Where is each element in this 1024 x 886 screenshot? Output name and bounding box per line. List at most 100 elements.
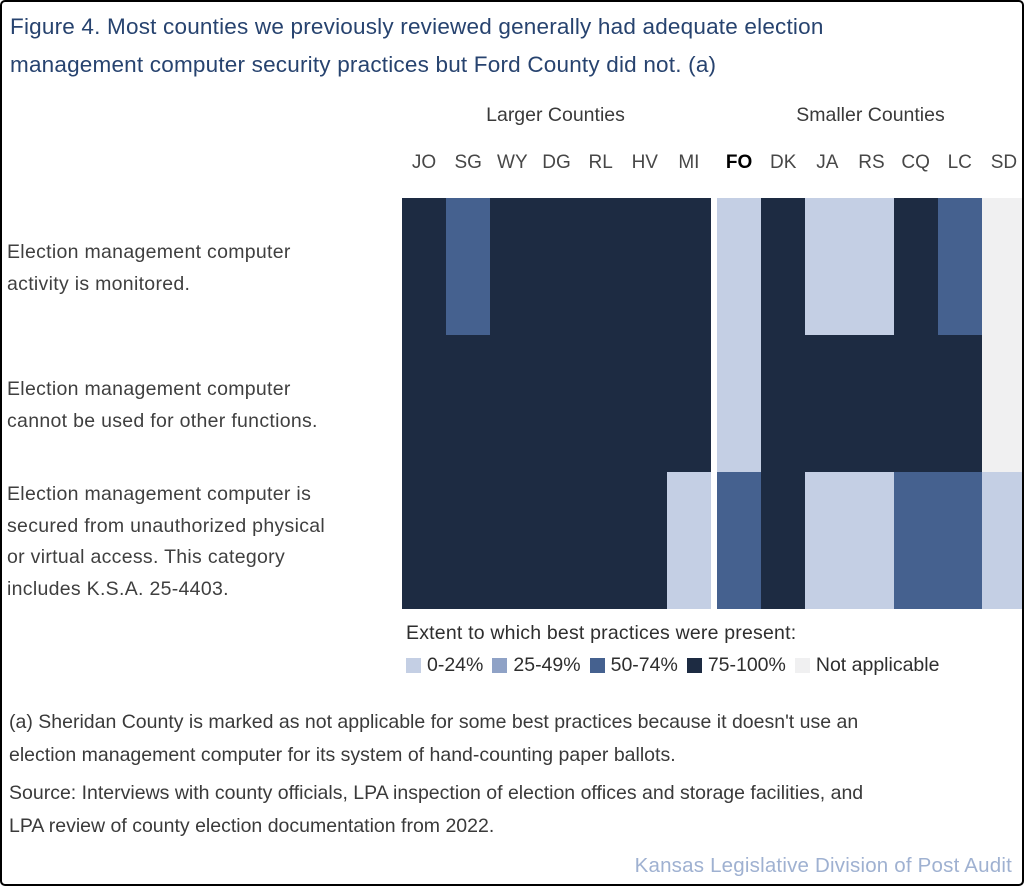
legend-item-75-100-: 75-100% — [686, 654, 786, 677]
heatmap-cell-dg-row3 — [534, 472, 579, 609]
heatmap-row-2 — [402, 335, 1022, 472]
group-gap — [710, 335, 717, 472]
heatmap-cell-rl-row3 — [578, 472, 623, 609]
column-letter-hv: HV — [631, 152, 658, 173]
row-label-line: Election management computer — [7, 378, 291, 400]
column-letter-rl: RL — [588, 152, 613, 173]
heatmap-cell-cq-row3 — [893, 472, 938, 609]
column-letter-sg: SG — [454, 152, 482, 173]
column-letters: JO SG WY DG RL HV MI FO DK JA RS CQ LC SD — [402, 152, 1022, 174]
heatmap-cell-dk-row3 — [761, 472, 806, 609]
footnote: (a) Sheridan County is marked as not app… — [9, 706, 1021, 772]
group-headers: Larger Counties Smaller Counties — [402, 104, 1022, 127]
heatmap-cell-dg-row1 — [534, 198, 579, 335]
group-gap — [710, 152, 717, 174]
column-letter-ja: JA — [816, 152, 839, 173]
row-label-line: activity is monitored. — [7, 272, 191, 295]
column-letter-dg: DG — [542, 152, 571, 173]
heatmap-cell-rs-row3 — [849, 472, 894, 609]
figure-title-line-1: Figure 4. Most counties we previously re… — [10, 14, 824, 39]
legend-item-50-74-: 50-74% — [589, 654, 678, 677]
heatmap-cell-jo-row3 — [402, 472, 447, 609]
heatmap-cell-mi-row1 — [666, 198, 711, 335]
group-gap — [710, 198, 717, 335]
group-gap — [710, 472, 717, 609]
heatmap-cell-rs-row1 — [849, 198, 894, 335]
heatmap-cell-jo-row2 — [402, 335, 447, 472]
column-letter-mi: MI — [678, 152, 700, 173]
footer-credit: Kansas Legislative Division of Post Audi… — [634, 854, 1012, 877]
heatmap-cell-rl-row1 — [578, 198, 623, 335]
column-letter-fo: FO — [725, 152, 753, 173]
heatmap-cell-mi-row2 — [666, 335, 711, 472]
heatmap-cell-sd-row3 — [981, 472, 1022, 609]
footnote-line-1: (a) Sheridan County is marked as not app… — [9, 711, 859, 733]
footnote-line-2: election management computer for its sys… — [9, 744, 676, 766]
legend-label: 0-24% — [427, 654, 484, 676]
row-label-line: or virtual access. This category — [7, 546, 286, 568]
source-line-2: LPA review of county election documentat… — [9, 815, 495, 837]
heatmap-cell-ja-row3 — [805, 472, 850, 609]
legend-label: Not applicable — [815, 654, 940, 676]
legend-swatch — [492, 658, 508, 673]
heatmap-cell-hv-row1 — [622, 198, 667, 335]
figure-title: Figure 4. Most counties we previously re… — [10, 8, 1020, 84]
heatmap-cell-dg-row2 — [534, 335, 579, 472]
heatmap-cell-hv-row3 — [622, 472, 667, 609]
row-label-secured-access: Election management computer is secured f… — [7, 479, 399, 605]
row-label-line: Election management computer — [7, 241, 291, 263]
group-header-smaller-counties: Smaller Counties — [796, 104, 945, 126]
heatmap-cell-wy-row2 — [490, 335, 535, 472]
legend-title: Extent to which best practices were pres… — [406, 622, 797, 644]
column-letter-wy: WY — [497, 152, 528, 173]
legend-swatch — [406, 658, 421, 673]
row-label-line: secured from unauthorized physical — [7, 514, 326, 537]
legend-item-not-applicable: Not applicable — [794, 654, 940, 677]
heatmap-cell-cq-row1 — [893, 198, 938, 335]
heatmap-cell-rl-row2 — [578, 335, 623, 472]
heatmap-cell-wy-row3 — [490, 472, 535, 609]
column-letter-sd: SD — [990, 152, 1018, 173]
row-label-line: includes K.S.A. 25-4403. — [7, 577, 229, 600]
column-letter-jo: JO — [411, 152, 437, 173]
heatmap-cell-wy-row1 — [490, 198, 535, 335]
legend-label: 75-100% — [707, 654, 786, 676]
heatmap-cell-jo-row1 — [402, 198, 447, 335]
heatmap-cell-rs-row2 — [849, 335, 894, 472]
heatmap-cell-sg-row2 — [446, 335, 491, 472]
heatmap-cell-fo-row3 — [716, 472, 762, 609]
heatmap-cell-hv-row2 — [622, 335, 667, 472]
source-line-1: Source: Interviews with county officials… — [9, 782, 864, 804]
legend-swatch — [589, 658, 605, 673]
heatmap-cell-ja-row2 — [805, 335, 850, 472]
heatmap-cell-lc-row3 — [937, 472, 982, 609]
row-label-activity-monitored: Election management computer activity is … — [7, 237, 399, 300]
heatmap — [402, 198, 1022, 609]
legend-label: 50-74% — [610, 654, 678, 676]
group-header-larger-counties: Larger Counties — [486, 104, 625, 126]
heatmap-cell-dk-row2 — [761, 335, 806, 472]
legend-items: 0-24% 25-49% 50-74% 75-100% Not applicable — [406, 654, 948, 677]
heatmap-cell-ja-row1 — [805, 198, 850, 335]
heatmap-cell-mi-row3 — [666, 472, 711, 609]
column-letter-lc: LC — [947, 152, 972, 173]
heatmap-cell-sg-row3 — [446, 472, 491, 609]
column-letter-dk: DK — [769, 152, 797, 173]
column-letter-cq: CQ — [901, 152, 930, 173]
heatmap-row-1 — [402, 198, 1022, 335]
legend-swatch — [686, 658, 702, 673]
heatmap-cell-fo-row2 — [716, 335, 762, 472]
heatmap-cell-lc-row2 — [937, 335, 982, 472]
row-label-line: cannot be used for other functions. — [7, 409, 318, 432]
figure-title-line-2: management computer security practices b… — [10, 52, 717, 77]
heatmap-row-3 — [402, 472, 1022, 609]
column-letter-rs: RS — [858, 152, 885, 173]
source-note: Source: Interviews with county officials… — [9, 777, 1021, 843]
heatmap-cell-dk-row1 — [761, 198, 806, 335]
heatmap-cell-fo-row1 — [716, 198, 762, 335]
legend-item-25-49-: 25-49% — [492, 654, 581, 677]
legend-label: 25-49% — [513, 654, 581, 676]
heatmap-cell-lc-row1 — [937, 198, 982, 335]
heatmap-cell-sd-row2 — [981, 335, 1022, 472]
